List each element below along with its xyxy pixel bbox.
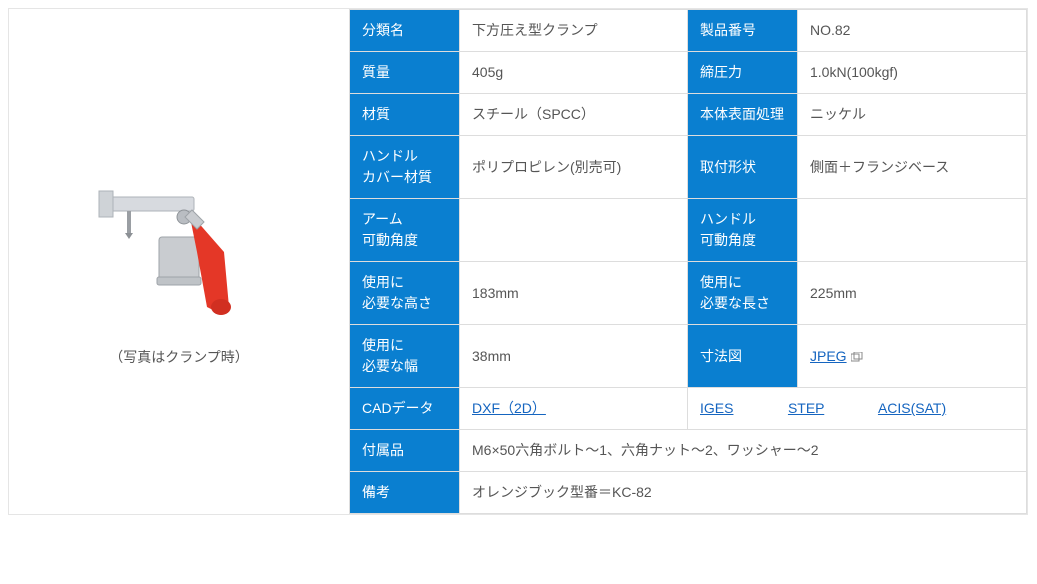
spec-label: ハンドル可動角度 <box>688 199 798 262</box>
spec-value: 405g <box>460 52 688 94</box>
spec-value: 38mm <box>460 325 688 388</box>
table-row: 分類名 下方圧え型クランプ 製品番号 NO.82 <box>350 10 1027 52</box>
spec-label: 使用に必要な長さ <box>688 262 798 325</box>
table-row-cad: CADデータ DXF（2D） IGES STEP ACIS(SAT) <box>350 388 1027 430</box>
spec-label: 備考 <box>350 472 460 514</box>
spec-table: 分類名 下方圧え型クランプ 製品番号 NO.82 質量 405g 締圧力 1.0… <box>349 9 1027 514</box>
spec-value <box>460 199 688 262</box>
spec-label: ハンドルカバー材質 <box>350 136 460 199</box>
table-row: 使用に必要な高さ 183mm 使用に必要な長さ 225mm <box>350 262 1027 325</box>
product-image-column: （写真はクランプ時） <box>9 9 349 514</box>
product-spec-panel: （写真はクランプ時） 分類名 下方圧え型クランプ 製品番号 NO.82 質量 4… <box>8 8 1028 515</box>
table-row: アーム可動角度 ハンドル可動角度 <box>350 199 1027 262</box>
table-row: 材質 スチール（SPCC） 本体表面処理 ニッケル <box>350 94 1027 136</box>
spec-label: アーム可動角度 <box>350 199 460 262</box>
spec-label: 使用に必要な幅 <box>350 325 460 388</box>
spec-label: 取付形状 <box>688 136 798 199</box>
dimension-jpeg-link[interactable]: JPEG <box>810 348 847 364</box>
spec-value: NO.82 <box>798 10 1027 52</box>
cad-iges-link[interactable]: IGES <box>700 400 733 416</box>
spec-label: 質量 <box>350 52 460 94</box>
spec-value: 1.0kN(100kgf) <box>798 52 1027 94</box>
spec-label: 使用に必要な高さ <box>350 262 460 325</box>
spec-value-link: JPEG <box>798 325 1027 388</box>
product-image <box>89 157 269 327</box>
spec-value: スチール（SPCC） <box>460 94 688 136</box>
spec-label: 分類名 <box>350 10 460 52</box>
table-row: 質量 405g 締圧力 1.0kN(100kgf) <box>350 52 1027 94</box>
external-link-icon <box>851 352 863 362</box>
cad-step-link[interactable]: STEP <box>788 400 824 416</box>
spec-value: 183mm <box>460 262 688 325</box>
spec-value <box>798 199 1027 262</box>
spec-table-wrap: 分類名 下方圧え型クランプ 製品番号 NO.82 質量 405g 締圧力 1.0… <box>349 9 1027 514</box>
table-row: 使用に必要な幅 38mm 寸法図 JPEG <box>350 325 1027 388</box>
spec-label: CADデータ <box>350 388 460 430</box>
table-row: 備考 オレンジブック型番＝KC-82 <box>350 472 1027 514</box>
spec-value: ポリプロピレン(別売可) <box>460 136 688 199</box>
cad-dxf-link[interactable]: DXF（2D） <box>472 400 546 416</box>
spec-label: 材質 <box>350 94 460 136</box>
cad-acis-link[interactable]: ACIS(SAT) <box>878 400 946 416</box>
spec-value: ニッケル <box>798 94 1027 136</box>
spec-label: 本体表面処理 <box>688 94 798 136</box>
spec-value: M6×50六角ボルト〜1、六角ナット〜2、ワッシャー〜2 <box>460 430 1027 472</box>
spec-value: 側面＋フランジベース <box>798 136 1027 199</box>
table-row: 付属品 M6×50六角ボルト〜1、六角ナット〜2、ワッシャー〜2 <box>350 430 1027 472</box>
spec-label: 付属品 <box>350 430 460 472</box>
spec-value: オレンジブック型番＝KC-82 <box>460 472 1027 514</box>
spec-label: 締圧力 <box>688 52 798 94</box>
image-caption: （写真はクランプ時） <box>109 347 249 367</box>
cad-link-cell: DXF（2D） <box>460 388 688 430</box>
table-row: ハンドルカバー材質 ポリプロピレン(別売可) 取付形状 側面＋フランジベース <box>350 136 1027 199</box>
cad-link-cell: IGES STEP ACIS(SAT) <box>688 388 1027 430</box>
spec-value: 225mm <box>798 262 1027 325</box>
spec-value: 下方圧え型クランプ <box>460 10 688 52</box>
spec-label: 寸法図 <box>688 325 798 388</box>
spec-label: 製品番号 <box>688 10 798 52</box>
